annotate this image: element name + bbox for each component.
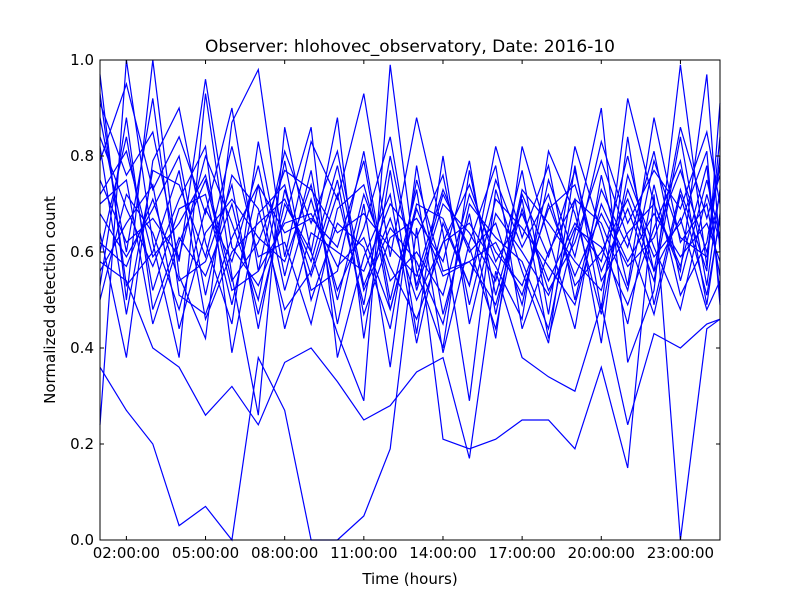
x-tick-label-4: 11:00:00: [330, 544, 397, 562]
x-axis-label: Time (hours): [361, 570, 457, 588]
y-tick-label-2: 0.2: [70, 435, 94, 453]
series-line-11: [99, 79, 721, 358]
series-line-7: [99, 129, 721, 308]
y-tick-label-1: 0.0: [70, 531, 94, 549]
series-line-9: [99, 103, 721, 353]
series-line-2: [99, 194, 721, 542]
series-line-12: [99, 150, 721, 317]
series-line-18: [99, 93, 721, 331]
series-line-15: [99, 136, 721, 329]
y-tick-label-4: 0.6: [70, 243, 94, 261]
y-tick-label-3: 0.4: [70, 339, 94, 357]
x-tick-label-6: 17:00:00: [488, 544, 555, 562]
x-tick-label-7: 20:00:00: [568, 544, 635, 562]
series-line-1: [99, 59, 721, 425]
series-line-19: [99, 178, 721, 325]
y-tick-label-6: 1.0: [70, 51, 94, 69]
chart-title: Observer: hlohovec_observatory, Date: 20…: [205, 37, 615, 57]
axes-layer: 02:00:00 05:00:00 08:00:00 11:00:00 14:00:00…: [70, 51, 720, 562]
x-tick-label-3: 08:00:00: [251, 544, 318, 562]
plot-frame: [99, 59, 721, 541]
series-line-3: [99, 261, 721, 459]
series-line-6: [99, 59, 721, 401]
series-line-10: [99, 117, 721, 339]
series-line-4: [99, 98, 721, 316]
x-tick-label-8: 23:00:00: [647, 544, 714, 562]
y-axis-label: Normalized detection count: [41, 196, 59, 404]
series-line-13: [99, 136, 721, 325]
series-line-17: [99, 149, 721, 329]
series-line-8: [99, 106, 721, 368]
y-tick-label-5: 0.8: [70, 147, 94, 165]
x-tick-label-5: 14:00:00: [409, 544, 476, 562]
series-layer: [99, 59, 721, 542]
series-line-20: [99, 155, 721, 332]
series-line-5: [99, 81, 721, 302]
series-line-14: [99, 136, 721, 327]
series-line-16: [99, 154, 721, 329]
x-tick-label-1: 02:00:00: [93, 544, 160, 562]
x-tick-label-2: 05:00:00: [172, 544, 239, 562]
